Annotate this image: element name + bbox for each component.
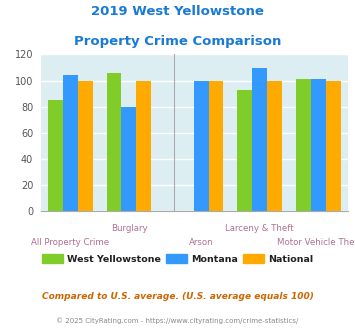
Text: Compared to U.S. average. (U.S. average equals 100): Compared to U.S. average. (U.S. average … (42, 292, 313, 301)
Bar (208, 81, 223, 211)
Text: All Property Crime: All Property Crime (31, 238, 109, 247)
Bar (326, 81, 341, 211)
Bar (136, 81, 151, 211)
Text: 2019 West Yellowstone: 2019 West Yellowstone (91, 5, 264, 18)
Text: Arson: Arson (189, 238, 213, 247)
Bar (78, 81, 93, 211)
Bar (63, 75, 78, 211)
Bar (106, 73, 121, 211)
Text: © 2025 CityRating.com - https://www.cityrating.com/crime-statistics/: © 2025 CityRating.com - https://www.city… (56, 317, 299, 324)
Text: Larceny & Theft: Larceny & Theft (225, 224, 294, 233)
Bar (193, 81, 208, 211)
Text: Burglary: Burglary (111, 224, 147, 233)
Bar (311, 79, 326, 211)
Bar (296, 79, 311, 211)
Bar (252, 68, 267, 211)
Bar (121, 107, 136, 211)
Bar (267, 81, 282, 211)
Bar (237, 90, 252, 211)
Text: Motor Vehicle Theft: Motor Vehicle Theft (277, 238, 355, 247)
Legend: West Yellowstone, Montana, National: West Yellowstone, Montana, National (38, 250, 317, 268)
Text: Property Crime Comparison: Property Crime Comparison (74, 35, 281, 48)
Bar (48, 100, 63, 211)
